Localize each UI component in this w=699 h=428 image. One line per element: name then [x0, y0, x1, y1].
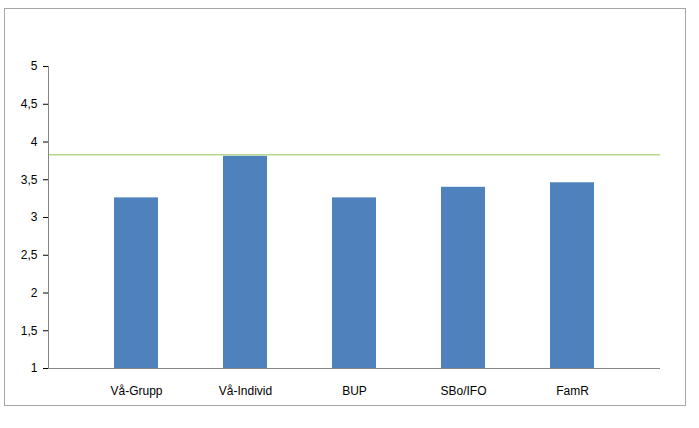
svg-text:3,5: 3,5 — [21, 173, 38, 187]
svg-text:4,5: 4,5 — [21, 97, 38, 111]
svg-text:2,5: 2,5 — [21, 248, 38, 262]
svg-text:Vå-Individ: Vå-Individ — [219, 384, 272, 398]
svg-text:FamR: FamR — [556, 384, 589, 398]
svg-text:4: 4 — [31, 135, 38, 149]
svg-text:Vå-Grupp: Vå-Grupp — [110, 384, 162, 398]
svg-text:1,5: 1,5 — [21, 324, 38, 338]
svg-text:5: 5 — [31, 59, 38, 73]
svg-text:3: 3 — [31, 210, 38, 224]
svg-text:BUP: BUP — [342, 384, 367, 398]
svg-text:1: 1 — [31, 361, 38, 375]
svg-text:SBo/IFO: SBo/IFO — [440, 384, 486, 398]
svg-text:2: 2 — [31, 286, 38, 300]
